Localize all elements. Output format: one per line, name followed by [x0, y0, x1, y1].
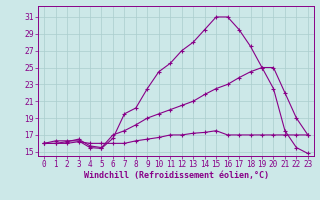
X-axis label: Windchill (Refroidissement éolien,°C): Windchill (Refroidissement éolien,°C)	[84, 171, 268, 180]
